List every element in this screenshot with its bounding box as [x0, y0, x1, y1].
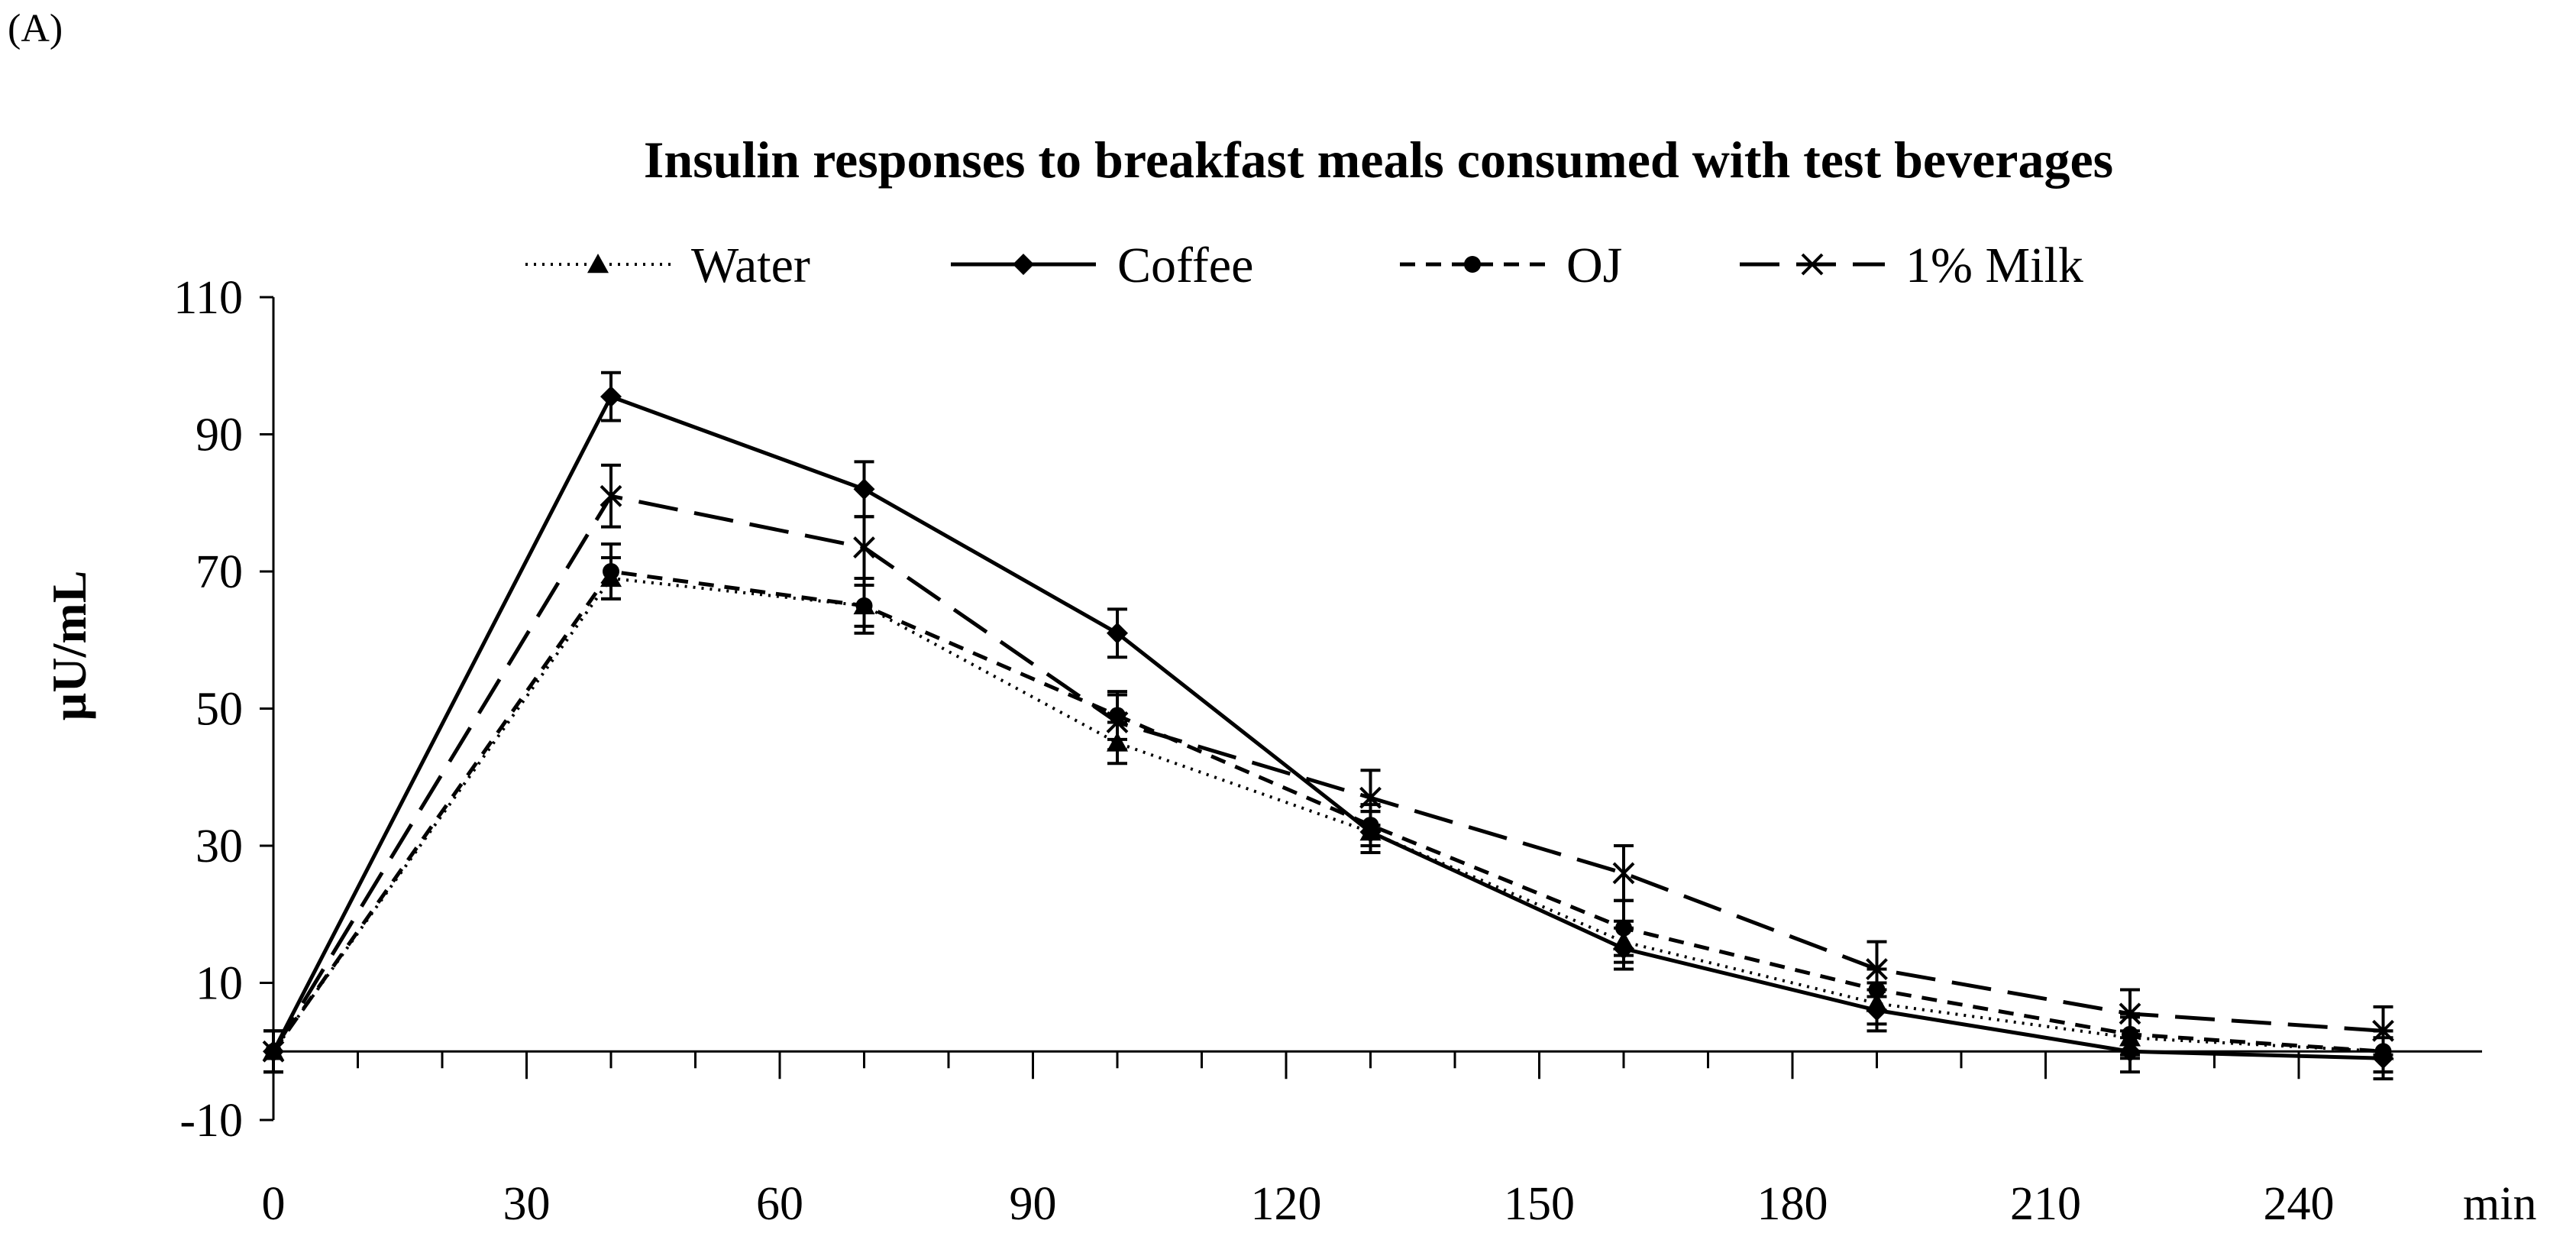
legend-marker-coffee [1013, 254, 1034, 275]
legend-label-water: Water [691, 238, 810, 293]
data-point-1-milk [1612, 862, 1635, 885]
data-point-oj [1615, 919, 1632, 937]
x-tick-label: 210 [2010, 1178, 2081, 1230]
legend-marker-water [587, 254, 609, 274]
x-marker-stroke [2119, 1002, 2141, 1025]
x-marker-stroke [1866, 958, 1888, 980]
x-tick-label: 180 [1757, 1178, 1828, 1230]
y-tick-label: -10 [179, 1095, 243, 1147]
legend: Water Coffee OJ 1% Milk [525, 238, 2083, 293]
y-tick-label: 10 [196, 958, 243, 1010]
data-point-1-milk [1106, 711, 1129, 733]
data-point-1-milk [1359, 786, 1382, 809]
legend-label-coffee: Coffee [1117, 238, 1253, 293]
legend-item-1-milk: 1% Milk [1740, 238, 2083, 293]
x-tick-label: 0 [262, 1178, 286, 1230]
x-marker-stroke [1106, 711, 1129, 733]
legend-marker-oj [1464, 256, 1481, 273]
series-layer [262, 371, 2394, 1081]
series-water [263, 556, 2394, 1074]
x-marker-stroke [1801, 253, 1824, 276]
x-tick-label: 30 [503, 1178, 551, 1230]
y-axis-label: µU/mL [42, 571, 96, 721]
y-tick-label: 110 [173, 272, 243, 324]
y-tick-label: 30 [196, 821, 243, 872]
x-tick-label: 60 [756, 1178, 803, 1230]
series-line-oj [271, 569, 2384, 1054]
data-point-1-milk [600, 484, 622, 507]
series-line-1-milk [271, 494, 2384, 1053]
legend-item-coffee: Coffee [951, 238, 1253, 293]
legend-marker-1-milk [1801, 253, 1824, 276]
y-tick-label: 70 [196, 546, 243, 598]
x-marker-stroke [1612, 862, 1635, 885]
panel-label: (A) [8, 7, 63, 50]
data-point-1-milk [2119, 1002, 2141, 1025]
legend-label-1-milk: 1% Milk [1905, 238, 2083, 293]
axes: -10 10 30 50 70 90 110 0 30 60 90 120 150 180 210 240 mi… [173, 272, 2536, 1230]
x-tick-label: 240 [2264, 1178, 2335, 1230]
y-axis-label-group: µU/mL [42, 571, 96, 721]
x-tick-label: 150 [1504, 1178, 1575, 1230]
x-marker-stroke [2372, 1019, 2394, 1042]
y-tick-label: 90 [196, 409, 243, 461]
series-coffee [263, 371, 2394, 1081]
data-point-1-milk [853, 536, 875, 559]
series-line-water [272, 576, 2384, 1054]
series-1-milk [262, 463, 2394, 1074]
data-point-1-milk [1866, 958, 1888, 980]
data-point-1-milk [2372, 1019, 2394, 1042]
legend-label-oj: OJ [1566, 238, 1622, 293]
data-point-oj [603, 563, 619, 580]
series-line-coffee [271, 394, 2384, 1060]
x-marker-stroke [853, 536, 875, 559]
data-point-coffee [600, 386, 622, 408]
y-tick-label: 50 [196, 684, 243, 736]
x-axis-label: min [2463, 1178, 2536, 1230]
x-tick-label: 120 [1251, 1178, 1322, 1230]
x-marker-stroke [262, 1040, 285, 1063]
data-point-1-milk [262, 1040, 285, 1063]
data-point-coffee [853, 478, 875, 500]
chart-title: Insulin responses to breakfast meals con… [644, 131, 2113, 189]
data-point-oj [855, 597, 873, 614]
legend-item-oj: OJ [1400, 238, 1622, 293]
legend-item-water: Water [525, 238, 810, 293]
series-oj [263, 542, 2393, 1074]
x-tick-label: 90 [1010, 1178, 1057, 1230]
x-marker-stroke [1359, 786, 1382, 809]
data-point-coffee [1107, 622, 1128, 644]
x-marker-stroke [600, 484, 622, 507]
